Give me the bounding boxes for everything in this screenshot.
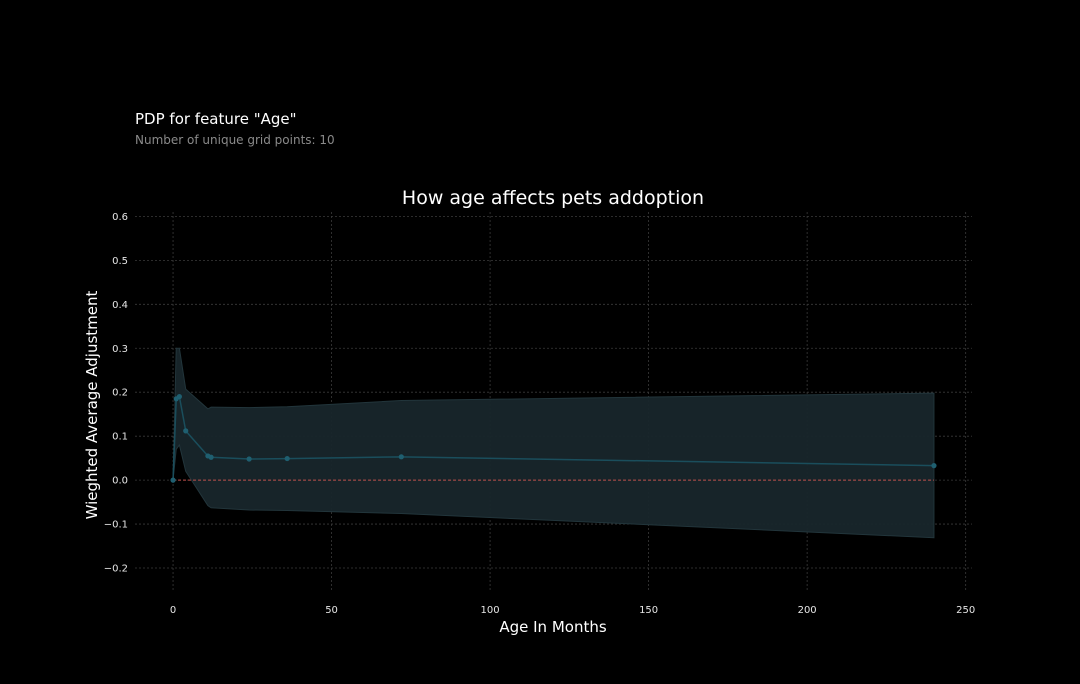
pdp-title: PDP for feature "Age" bbox=[135, 110, 297, 128]
band-layer bbox=[172, 347, 935, 539]
x-tick-label: 50 bbox=[325, 605, 338, 616]
confidence-band bbox=[172, 347, 935, 539]
data-point bbox=[398, 454, 404, 460]
y-tick-label: −0.1 bbox=[104, 520, 128, 531]
data-point bbox=[246, 456, 252, 462]
y-tick-label: 0.3 bbox=[112, 344, 128, 355]
x-axis-label: Age In Months bbox=[499, 618, 606, 636]
x-tick-label: 200 bbox=[798, 605, 817, 616]
y-tick-label: 0.2 bbox=[112, 388, 128, 399]
y-tick-label: 0.6 bbox=[112, 212, 128, 223]
data-point bbox=[284, 455, 290, 462]
y-tick-label: 0.5 bbox=[112, 256, 128, 267]
data-point bbox=[183, 428, 189, 434]
x-tick-label: 250 bbox=[956, 605, 975, 616]
data-point bbox=[931, 463, 937, 469]
data-point bbox=[208, 454, 214, 460]
marker-layer bbox=[170, 394, 937, 483]
data-point bbox=[176, 394, 182, 400]
x-tick-label: 100 bbox=[481, 605, 500, 616]
chart-title: How age affects pets addoption bbox=[402, 187, 704, 209]
x-tick-label: 0 bbox=[170, 605, 176, 616]
pdp-subtitle: Number of unique grid points: 10 bbox=[135, 133, 335, 147]
tick-layer: 0 50 100 150 200 250 −0.2 −0.1 0.0 0.1 0.2 0.3 0.4 0.… bbox=[104, 212, 976, 616]
y-tick-label: −0.2 bbox=[104, 564, 128, 575]
y-tick-label: 0.0 bbox=[112, 476, 128, 487]
y-tick-label: 0.4 bbox=[112, 300, 128, 311]
y-axis-label: Wieghted Average Adjustment bbox=[83, 290, 101, 519]
y-tick-label: 0.1 bbox=[112, 432, 128, 443]
data-point bbox=[170, 477, 176, 483]
x-tick-label: 150 bbox=[639, 605, 658, 616]
